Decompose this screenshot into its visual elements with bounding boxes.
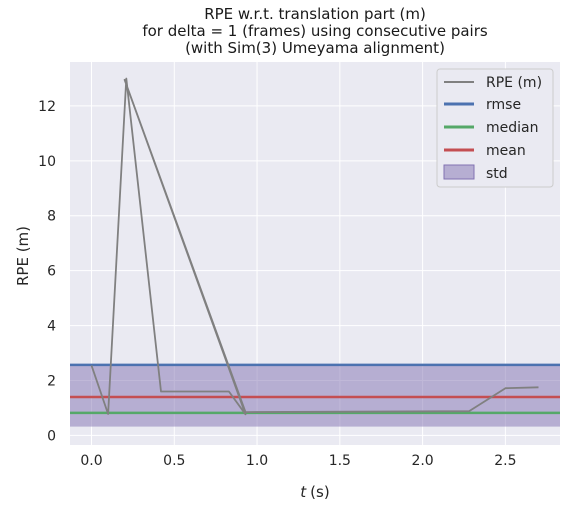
- legend-mean-label: mean: [486, 143, 526, 159]
- legend-median-label: median: [486, 120, 538, 136]
- legend-std-label: std: [486, 166, 508, 182]
- y-tick-label: 12: [38, 99, 56, 115]
- x-tick-label: 0.0: [80, 453, 102, 469]
- x-axis-symbol: t: [300, 483, 307, 501]
- x-tick-label: 2.5: [494, 453, 516, 469]
- y-tick-labels: 0 2 4 6 8 10 12: [38, 99, 56, 444]
- legend-box: [436, 68, 554, 188]
- x-tick-label: 2.0: [411, 453, 433, 469]
- y-tick-label: 6: [47, 264, 56, 280]
- x-tick-label: 0.5: [163, 453, 185, 469]
- std-region: [70, 364, 560, 427]
- x-tick-label: 1.0: [246, 453, 268, 469]
- x-tick-labels: 0.0 0.5 1.0 1.5 2.0 2.5: [80, 453, 516, 469]
- series-lines: [90, 77, 539, 416]
- std-band: [70, 364, 560, 427]
- y-tick-label: 10: [38, 154, 56, 170]
- chart-title-line-2: for delta = 1 (frames) using consecutive…: [142, 22, 488, 40]
- y-tick-label: 0: [47, 428, 56, 444]
- y-tick-label: 4: [47, 319, 56, 335]
- stat-lines: [70, 363, 560, 415]
- legend-rpe-label: RPE (m): [486, 75, 542, 91]
- y-tick-label: 2: [47, 373, 56, 389]
- legend: RPE (m) rmse median mean std: [436, 68, 554, 188]
- legend-rmse-label: rmse: [486, 97, 521, 113]
- x-tick-label: 1.5: [329, 453, 351, 469]
- chart-title-line-3: (with Sim(3) Umeyama alignment): [185, 39, 445, 57]
- x-axis-unit: (s): [310, 483, 330, 501]
- chart-title: RPE w.r.t. translation part (m) for delt…: [142, 5, 488, 57]
- legend-std-swatch: [443, 164, 475, 180]
- y-tick-label: 8: [47, 209, 56, 225]
- x-axis-label: t (s): [300, 483, 329, 501]
- chart-title-line-1: RPE w.r.t. translation part (m): [204, 5, 426, 23]
- y-axis-label: RPE (m): [14, 226, 32, 286]
- rpe-series-line: [90, 77, 539, 416]
